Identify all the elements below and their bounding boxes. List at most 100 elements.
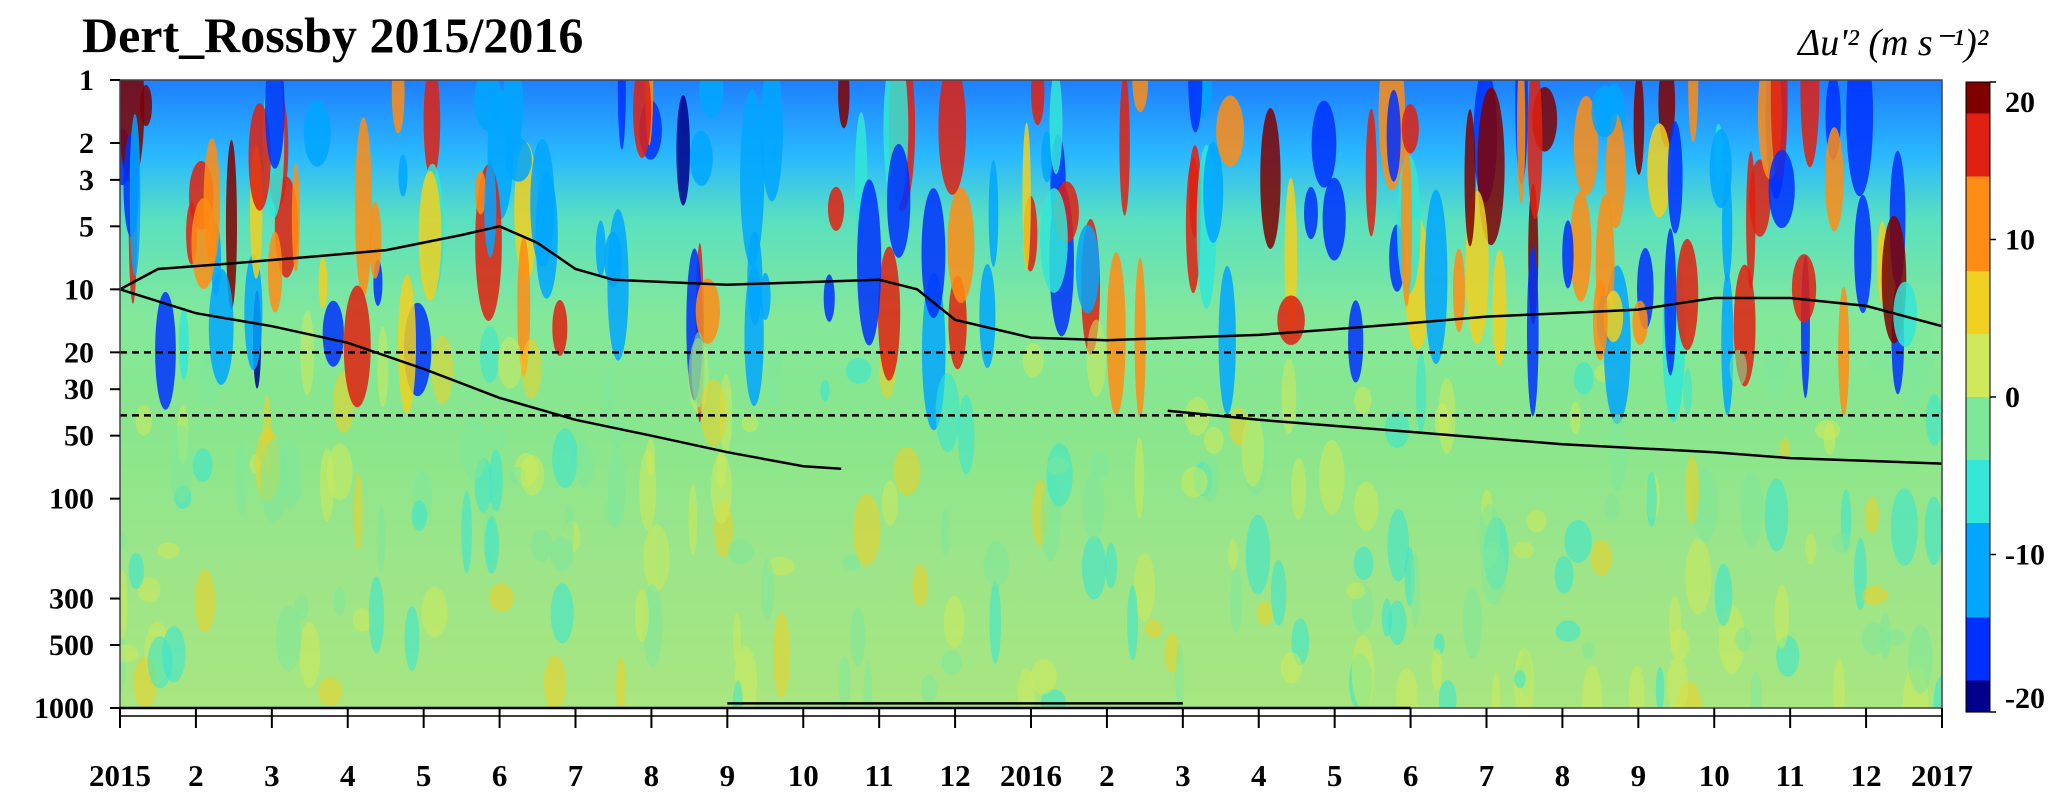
- heatmap-cell: [137, 577, 161, 603]
- heatmap-cell: [838, 80, 850, 129]
- colorbar-step: [1966, 365, 1990, 398]
- colorbar-step: [1966, 82, 1990, 115]
- heatmap-cell: [1322, 177, 1346, 261]
- heatmap-cell: [488, 583, 515, 612]
- heatmap-cell: [1667, 656, 1689, 708]
- heatmap-cell: [1387, 600, 1407, 645]
- heatmap-cell: [1365, 108, 1377, 237]
- heatmap-cell: [1514, 669, 1526, 689]
- heatmap-cell: [1431, 647, 1443, 691]
- y-tick-label: 5: [79, 210, 94, 243]
- heatmap-cell: [120, 644, 139, 663]
- x-tick-label: 8: [1555, 758, 1571, 793]
- heatmap-cell: [1188, 80, 1203, 133]
- heatmap-cell: [1805, 533, 1817, 565]
- heatmap-cell: [128, 552, 144, 590]
- heatmap-cell: [1452, 248, 1465, 333]
- y-tick-label: 100: [49, 483, 94, 516]
- heatmap-cell: [1106, 252, 1126, 416]
- x-tick-label: 11: [865, 758, 894, 793]
- heatmap-cell: [1833, 658, 1845, 708]
- heatmap-cell: [1685, 538, 1712, 615]
- heatmap-cell: [398, 274, 416, 414]
- heatmap-cell: [1569, 190, 1592, 302]
- heatmap-cell: [191, 197, 217, 290]
- heatmap-cell: [1348, 300, 1364, 383]
- heatmap-cell: [943, 595, 965, 649]
- colorbar-step: [1966, 617, 1990, 650]
- heatmap-cell: [1381, 598, 1393, 638]
- heatmap-cell: [120, 531, 127, 549]
- heatmap-cell: [162, 626, 186, 683]
- heatmap-cell: [989, 580, 1001, 664]
- colorbar-step: [1966, 113, 1990, 146]
- heatmap-cell: [333, 587, 346, 616]
- x-tick-label: 2015: [89, 758, 151, 793]
- heatmap-cell: [979, 264, 996, 369]
- heatmap-cell: [505, 138, 532, 182]
- y-tick-label: 30: [64, 373, 94, 406]
- x-tick-label: 4: [340, 758, 356, 793]
- y-tick-label: 500: [49, 629, 94, 662]
- heatmap-cell: [740, 89, 765, 266]
- heatmap-cell: [941, 508, 950, 558]
- heatmap-cell: [912, 564, 929, 607]
- x-tick-label: 4: [1251, 758, 1267, 793]
- heatmap-cell: [135, 404, 153, 436]
- heatmap-cell: [850, 607, 866, 667]
- heatmap-cell: [1477, 87, 1505, 246]
- heatmap-cell: [192, 448, 213, 482]
- heatmap-cell: [1491, 671, 1501, 708]
- heatmap-cell: [178, 307, 189, 381]
- heatmap-cell: [244, 253, 263, 371]
- heatmap-cell: [1592, 279, 1608, 361]
- x-tick-label: 5: [416, 758, 432, 793]
- heatmap-cell: [1318, 439, 1345, 515]
- heatmap-cell: [1688, 80, 1699, 143]
- heatmap-cell: [716, 449, 727, 489]
- heatmap-cell: [983, 541, 1010, 587]
- heatmap-cell: [391, 80, 405, 134]
- heatmap-cell: [1628, 666, 1645, 708]
- heatmap-cell: [1386, 89, 1401, 182]
- heatmap-cell: [411, 500, 428, 532]
- heatmap-cell: [760, 558, 775, 620]
- x-tick-label: 12: [1851, 758, 1882, 793]
- heatmap-cell: [838, 656, 851, 708]
- heatmap-cell: [1351, 635, 1375, 708]
- heatmap-cell: [1181, 466, 1208, 498]
- heatmap-cell: [1218, 265, 1236, 415]
- heatmap-cell: [603, 367, 615, 425]
- heatmap-cell: [1893, 281, 1918, 347]
- heatmap-cell: [1353, 546, 1374, 581]
- heatmap-cell: [398, 154, 408, 197]
- colorbar-step: [1966, 397, 1990, 430]
- heatmap-cell: [1735, 627, 1752, 652]
- colorbar-tick-label: 0: [2005, 381, 2020, 414]
- x-axis: 2015 2 3 4 5 6 7 8 9 10 11 12 2016 2 3 4 5 6 7 8 9 10 11 12 2017: [89, 708, 1973, 793]
- heatmap-cell: [520, 454, 545, 496]
- colorbar-step: [1966, 176, 1990, 209]
- heatmap-cell: [1434, 403, 1450, 439]
- heatmap-cell: [1655, 666, 1665, 708]
- heatmap-cell: [1861, 622, 1887, 655]
- heatmap-cell: [275, 605, 302, 672]
- contour-line-upper_line: [120, 224, 1942, 342]
- heatmap-cell: [236, 441, 248, 517]
- heatmap-cell: [921, 188, 946, 319]
- heatmap-cell: [1774, 584, 1790, 649]
- x-tick-label: 3: [264, 758, 280, 793]
- heatmap-cell: [845, 357, 872, 384]
- heatmap-cell: [1415, 352, 1427, 434]
- heatmap-cell: [1933, 675, 1942, 708]
- x-tick-label: 7: [1479, 758, 1495, 793]
- colorbar-step: [1966, 586, 1990, 619]
- heatmap-cell: [1082, 471, 1105, 541]
- heatmap-cell: [857, 179, 882, 346]
- heatmap-cell: [1270, 560, 1287, 626]
- heatmap-cell: [1410, 552, 1420, 628]
- heatmap-cell: [947, 187, 975, 303]
- heatmap-cell: [1277, 295, 1305, 346]
- heatmap-cell: [1175, 643, 1184, 708]
- heatmap-cell: [767, 556, 795, 576]
